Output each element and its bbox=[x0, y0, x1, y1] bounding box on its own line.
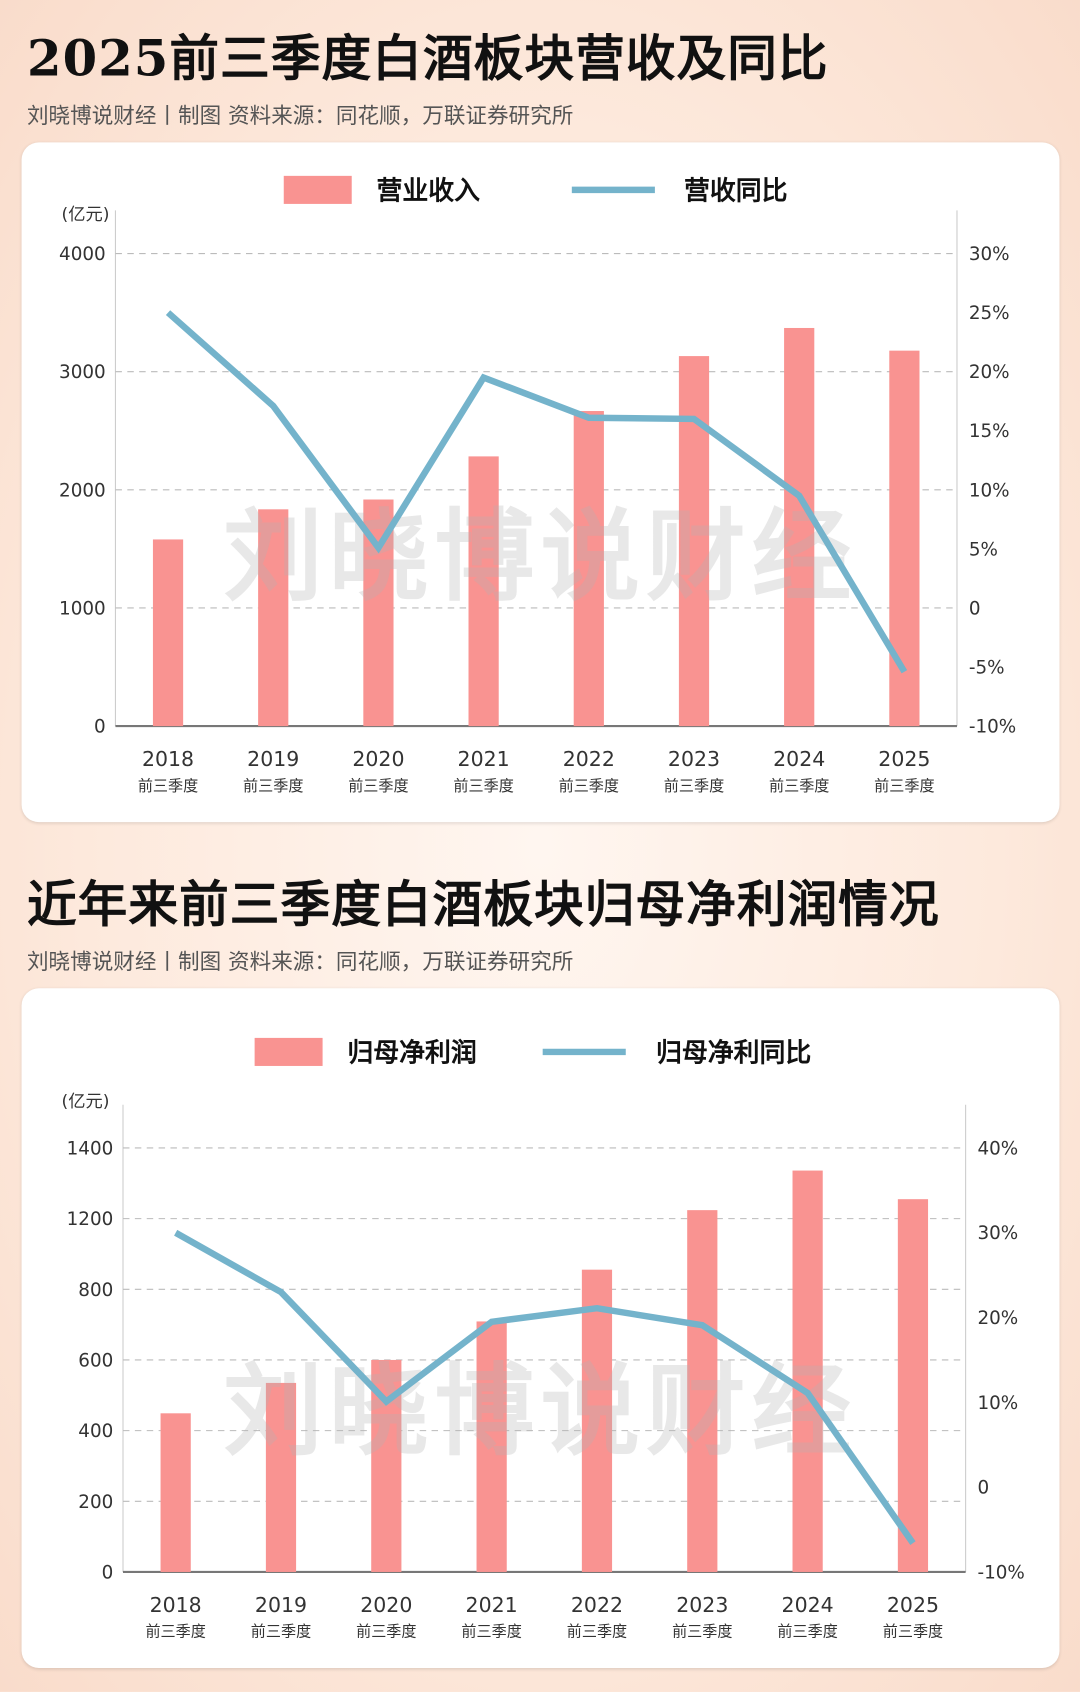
bar-2018 bbox=[152, 539, 184, 727]
y2-tick-label: 0 bbox=[969, 598, 981, 619]
x-tick-sublabel: 前三季度 bbox=[453, 777, 513, 795]
y-axis-unit: (亿元) bbox=[61, 1092, 109, 1112]
x-tick-label: 2018 bbox=[142, 747, 194, 771]
x-tick-label: 2023 bbox=[676, 1593, 728, 1617]
bar-2025 bbox=[897, 1199, 929, 1572]
y-tick-label: 400 bbox=[78, 1421, 113, 1442]
y2-tick-label: 10% bbox=[977, 1393, 1018, 1414]
x-tick-sublabel: 前三季度 bbox=[243, 777, 303, 795]
x-tick-label: 2021 bbox=[466, 1593, 518, 1617]
chart2-title: 近年来前三季度白酒板块归母净利润情况 bbox=[26, 874, 940, 934]
chart2-source: 刘晓博说财经丨制图 资料来源：同花顺，万联证券研究所 bbox=[26, 948, 574, 975]
y2-tick-label: 0 bbox=[977, 1478, 989, 1499]
y2-tick-label: 10% bbox=[969, 480, 1010, 501]
x-tick-sublabel: 前三季度 bbox=[559, 777, 619, 795]
x-tick-sublabel: 前三季度 bbox=[769, 777, 829, 795]
y2-tick-label: -5% bbox=[969, 658, 1005, 679]
y-tick-label: 0 bbox=[94, 717, 106, 738]
x-tick-sublabel: 前三季度 bbox=[664, 777, 724, 795]
y2-tick-label: 20% bbox=[969, 362, 1010, 383]
x-tick-sublabel: 前三季度 bbox=[348, 777, 408, 795]
x-tick-label: 2024 bbox=[782, 1593, 834, 1617]
x-tick-label: 2022 bbox=[563, 747, 615, 771]
chart1-title: 2025前三季度白酒板块营收及同比 bbox=[26, 29, 829, 88]
x-tick-sublabel: 前三季度 bbox=[883, 1623, 943, 1641]
legend-bar-label: 营业收入 bbox=[377, 177, 481, 207]
y-tick-label: 200 bbox=[78, 1492, 113, 1513]
y-tick-label: 1000 bbox=[59, 598, 106, 619]
y-tick-label: 1200 bbox=[67, 1209, 114, 1230]
x-tick-label: 2025 bbox=[878, 747, 930, 771]
bar-2022 bbox=[573, 411, 604, 727]
bar-2025 bbox=[889, 350, 920, 727]
x-tick-label: 2021 bbox=[458, 747, 510, 771]
chart1-source: 刘晓博说财经丨制图 资料来源：同花顺，万联证券研究所 bbox=[26, 102, 574, 129]
chart1-card: 营业收入 营收同比 (亿元) 0 1000 2000 3000 4000 -10% -5% 0 5% 1… bbox=[21, 142, 1060, 823]
y2-tick-label: 30% bbox=[977, 1223, 1018, 1244]
x-tick-label: 2025 bbox=[887, 1593, 939, 1617]
legend-bar-swatch bbox=[283, 175, 352, 204]
x-tick-sublabel: 前三季度 bbox=[356, 1623, 416, 1641]
y2-tick-label: 25% bbox=[969, 303, 1010, 324]
legend-bar-swatch bbox=[254, 1037, 323, 1066]
x-tick-label: 2020 bbox=[360, 1593, 412, 1617]
legend-bar-label: 归母净利润 bbox=[347, 1038, 476, 1069]
y2-tick-label: 30% bbox=[969, 244, 1010, 265]
revenue-chart: 营业收入 营收同比 (亿元) 0 1000 2000 3000 4000 -10% -5% 0 5% 1… bbox=[59, 175, 1016, 795]
x-tick-label: 2022 bbox=[571, 1593, 623, 1617]
bar-2024 bbox=[792, 1170, 823, 1572]
legend-line-label: 营收同比 bbox=[684, 177, 788, 207]
y-tick-label: 800 bbox=[78, 1280, 113, 1301]
x-tick-label: 2019 bbox=[247, 747, 299, 771]
y-tick-label: 3000 bbox=[59, 362, 106, 383]
bar-2021 bbox=[468, 456, 499, 727]
x-tick-sublabel: 前三季度 bbox=[567, 1623, 627, 1641]
bar-2021 bbox=[476, 1321, 507, 1572]
profit-chart: 归母净利润 归母净利同比 (亿元) 0 200 400 600 800 1200 1400 -10%… bbox=[61, 1037, 1024, 1641]
watermark: 刘晓博说财经 bbox=[223, 500, 857, 615]
y2-tick-label: 15% bbox=[969, 421, 1010, 442]
x-tick-sublabel: 前三季度 bbox=[777, 1623, 837, 1641]
x-tick-sublabel: 前三季度 bbox=[138, 777, 198, 795]
x-tick-label: 2023 bbox=[668, 747, 720, 771]
line-series bbox=[174, 1229, 916, 1545]
y-tick-label: 4000 bbox=[59, 244, 106, 265]
x-tick-sublabel: 前三季度 bbox=[145, 1623, 205, 1641]
y-tick-label: 1400 bbox=[67, 1138, 114, 1159]
x-tick-label: 2020 bbox=[352, 747, 404, 771]
x-tick-sublabel: 前三季度 bbox=[461, 1623, 521, 1641]
y-tick-label: 2000 bbox=[59, 480, 106, 501]
legend-line-label: 归母净利同比 bbox=[656, 1039, 811, 1069]
y2-tick-label: 40% bbox=[977, 1138, 1018, 1159]
bar-2022 bbox=[581, 1269, 613, 1572]
bar-2024 bbox=[784, 327, 815, 727]
y-tick-label: 600 bbox=[78, 1350, 113, 1371]
line-series bbox=[165, 310, 908, 674]
x-tick-label: 2018 bbox=[150, 1593, 202, 1617]
y2-tick-label: -10% bbox=[977, 1562, 1024, 1583]
x-tick-label: 2019 bbox=[255, 1593, 307, 1617]
bar-2019 bbox=[265, 1382, 297, 1572]
y2-tick-label: -10% bbox=[969, 717, 1016, 738]
bar-2023 bbox=[687, 1210, 718, 1572]
bar-2019 bbox=[258, 509, 289, 727]
y-tick-label: 0 bbox=[102, 1562, 114, 1583]
chart2-card: 归母净利润 归母净利同比 (亿元) 0 200 400 600 800 1200 1400 -10%… bbox=[21, 988, 1060, 1668]
bar-2018 bbox=[160, 1413, 191, 1572]
x-tick-label: 2024 bbox=[773, 747, 825, 771]
x-tick-sublabel: 前三季度 bbox=[672, 1623, 732, 1641]
x-tick-sublabel: 前三季度 bbox=[251, 1623, 311, 1641]
y2-tick-label: 5% bbox=[969, 539, 998, 560]
x-tick-sublabel: 前三季度 bbox=[874, 777, 934, 795]
y-axis-unit: (亿元) bbox=[61, 205, 109, 225]
y2-tick-label: 20% bbox=[977, 1308, 1018, 1329]
watermark: 刘晓博说财经 bbox=[223, 1355, 857, 1470]
